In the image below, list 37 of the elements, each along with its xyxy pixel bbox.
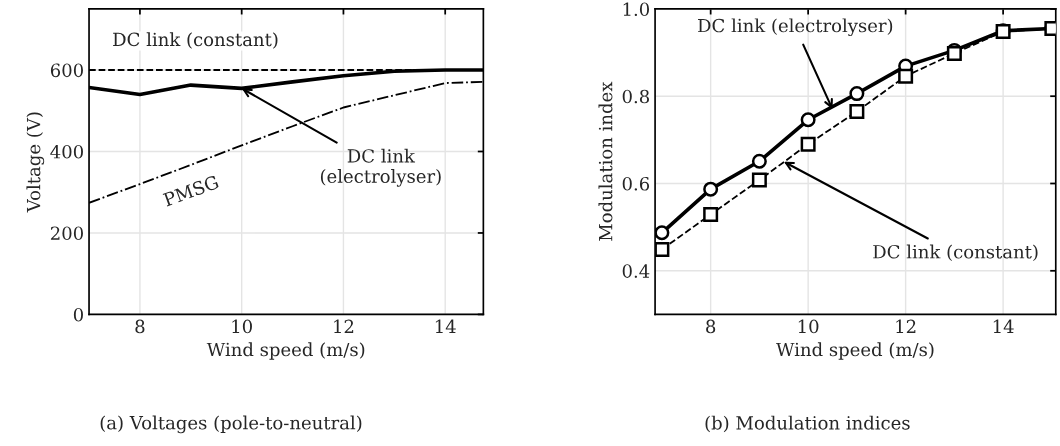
annotation: DC link (constant)	[873, 244, 1038, 262]
y-tick-label: 0.6	[622, 176, 650, 191]
point	[751, 172, 767, 188]
y-tick-label: 600	[50, 63, 83, 78]
text: (b) Modulation indices	[705, 415, 910, 433]
text: (a) Voltages (pole-to-neutral)	[100, 415, 362, 434]
x-tick-label: 10	[798, 319, 819, 334]
annotation: DC link (electrolyser)	[320, 148, 441, 187]
y-tick-label: 1.0	[623, 2, 650, 17]
point	[703, 206, 719, 222]
point	[898, 68, 914, 84]
point	[751, 153, 767, 169]
y-tick-label: 0.8	[622, 89, 649, 104]
y-axis-title: Modulation index	[598, 81, 613, 241]
x-tick-label: 12	[896, 319, 916, 334]
x-tick-label: 8	[135, 319, 145, 334]
x-tick-label: 10	[232, 319, 252, 334]
x-tick-label: 14	[993, 319, 1014, 334]
x-tick-label: 14	[435, 319, 456, 334]
point	[655, 225, 670, 241]
annotation: DC link (electrolyser)	[698, 18, 893, 37]
point	[800, 112, 816, 128]
point	[849, 103, 865, 119]
point	[800, 136, 816, 152]
annotation: DC link (constant)	[113, 32, 278, 49]
y-tick-label: 200	[50, 226, 83, 241]
point	[703, 181, 719, 197]
x-axis-title: Wind speed (m/s)	[206, 342, 365, 360]
x-axis-title: Wind speed (m/s)	[776, 342, 934, 360]
y-axis-title: Voltage (V)	[26, 112, 45, 213]
point	[849, 86, 865, 102]
y-tick-label: 400	[50, 144, 83, 159]
y-tick-label: 0	[73, 307, 83, 322]
point	[655, 241, 670, 257]
x-tick-label: 8	[706, 319, 716, 334]
y-tick-label: 0.4	[622, 264, 650, 278]
x-tick-label: 12	[334, 319, 354, 334]
